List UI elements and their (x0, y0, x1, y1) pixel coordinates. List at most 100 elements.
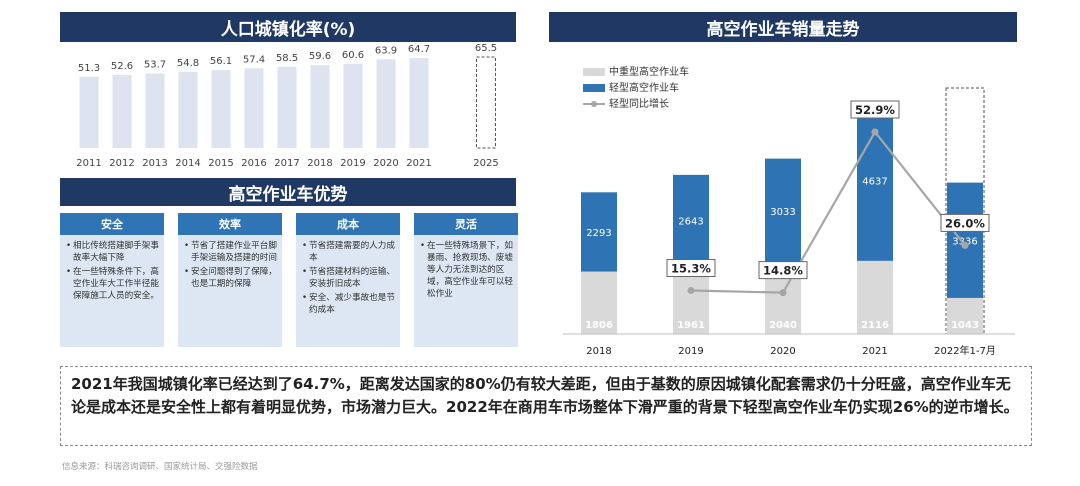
advantage-efficiency-list: 节省了搭建作业平台脚手架运输及搭建的时间 安全问题得到了保障，也是工期的保障 (178, 235, 282, 290)
summary-text: 2021年我国城镇化率已经达到了64.7%，距离发达国家的80%仍有较大差距，但… (71, 375, 1019, 416)
list-item: 节省搭建材料的运输、安装折旧成本 (302, 266, 396, 290)
bar-projected-2025 (476, 56, 496, 149)
tick-label-2019: 2019 (340, 158, 365, 169)
bar-2017 (277, 66, 297, 148)
data-label-heavy-2020: 2040 (769, 320, 797, 331)
growth-line (690, 130, 966, 294)
data-label-heavy-2019: 1961 (677, 320, 705, 331)
bar-2014 (178, 71, 198, 148)
growth-point-2020 (779, 289, 787, 297)
data-label-light-2020: 3033 (770, 207, 795, 218)
tick-label-2025: 2025 (473, 158, 498, 169)
advantage-safety-title: 安全 (60, 213, 164, 235)
tick-label-2015: 2015 (208, 158, 233, 169)
list-item: 相比传统搭建脚手架事故率大幅下降 (66, 240, 160, 264)
growth-label-box-2019 (666, 259, 716, 278)
bar-heavy-2019 (673, 266, 709, 334)
bar-heavy-2018 (581, 271, 617, 334)
summary-box: 2021年我国城镇化率已经达到了64.7%，距离发达国家的80%仍有较大差距，但… (60, 366, 1032, 446)
growth-label-box-2021 (850, 100, 900, 119)
tick-label-2019: 2019 (678, 346, 703, 357)
advantage-efficiency: 效率 节省了搭建作业平台脚手架运输及搭建的时间 安全问题得到了保障，也是工期的保… (178, 213, 282, 347)
data-label-2012: 52.6 (111, 61, 133, 72)
growth-label-2021: 52.9% (855, 103, 895, 117)
bar-2015 (211, 70, 231, 148)
tick-label-2020: 2020 (373, 158, 398, 169)
urbanization-chart: 51.3 2011 52.6 2012 53.7 2013 54.8 2014 56.1 2015… (76, 44, 498, 169)
data-label-2014: 54.8 (177, 58, 199, 69)
data-label-light-2018: 2293 (586, 228, 611, 239)
advantages-title: 高空作业车优势 (228, 184, 348, 205)
bar-2016 (244, 68, 264, 148)
data-label-light-2022年1-7月: 3336 (952, 236, 977, 247)
tick-label-2017: 2017 (274, 158, 299, 169)
source-note: 信息来源：科瑞咨询调研、国家统计局、交强险数据 (62, 462, 258, 472)
list-item: 在一些特殊条件下，高空作业车大工作半径能保障施工人员的安全。 (66, 266, 160, 302)
sales-title: 高空作业车销量走势 (706, 19, 860, 40)
advantage-cost-list: 节省搭建需要的人力成本 节省搭建材料的运输、安装折旧成本 安全、减少事故也是节约… (296, 235, 400, 316)
data-label-light-2021: 4637 (862, 177, 887, 188)
list-item: 安全、减少事故也是节约成本 (302, 292, 396, 316)
advantage-flexibility-list: 在一些特殊场景下，如暴雨、抢救现场、废墟等人力无法到达的区域，高空作业车可以轻松… (414, 235, 518, 300)
bar-heavy-2021 (857, 260, 893, 334)
growth-label-2019: 15.3% (671, 262, 711, 276)
list-item: 在一些特殊场景下，如暴雨、抢救现场、废墟等人力无法到达的区域，高空作业车可以轻松… (420, 240, 514, 300)
advantage-flexibility: 灵活 在一些特殊场景下，如暴雨、抢救现场、废墟等人力无法到达的区域，高空作业车可… (414, 213, 518, 347)
legend-swatch-marker (591, 101, 597, 107)
advantage-cost-title: 成本 (296, 213, 400, 235)
data-label-2020: 63.9 (375, 45, 397, 56)
tick-label-2016: 2016 (241, 158, 266, 169)
bar-2021 (409, 58, 429, 149)
data-label-2025: 65.5 (475, 44, 497, 54)
growth-point-2019 (687, 287, 695, 295)
urbanization-header: 人口城镇化率(%) (60, 12, 516, 42)
growth-point-2022年1-7月 (961, 241, 969, 249)
data-label-2017: 58.5 (276, 53, 298, 64)
data-label-2018: 59.6 (309, 51, 331, 62)
tick-label-2014: 2014 (175, 158, 200, 169)
list-item: 安全问题得到了保障，也是工期的保障 (184, 266, 278, 290)
data-label-heavy-2021: 2116 (861, 320, 889, 331)
data-label-heavy-2022年1-7月: 1043 (951, 320, 979, 331)
growth-point-2021 (871, 128, 879, 136)
data-label-2011: 51.3 (78, 63, 100, 74)
advantage-flexibility-title: 灵活 (414, 213, 518, 235)
bar-2019 (343, 63, 363, 148)
bar-light-2020 (765, 158, 801, 264)
list-item: 节省了搭建作业平台脚手架运输及搭建的时间 (184, 240, 278, 264)
bar-light-2018 (581, 192, 617, 272)
legend-swatch-0 (583, 68, 605, 76)
tick-label-2011: 2011 (76, 158, 101, 169)
bar-light-2022年1-7月 (947, 182, 983, 298)
growth-label-2022年1-7月: 26.0% (945, 216, 985, 230)
bar-2011 (79, 76, 99, 148)
data-label-2016: 57.4 (243, 54, 265, 65)
bar-2018 (310, 65, 330, 148)
tick-label-2022年1-7月: 2022年1-7月 (934, 344, 996, 357)
bar-2012 (112, 74, 132, 148)
sales-header: 高空作业车销量走势 (549, 12, 1017, 42)
data-label-2019: 60.6 (342, 50, 364, 61)
tick-label-2020: 2020 (770, 346, 795, 357)
data-label-2015: 56.1 (210, 56, 232, 67)
bar-light-2019 (673, 174, 709, 267)
tick-label-2018: 2018 (586, 346, 611, 357)
growth-label-box-2020 (758, 261, 808, 280)
tick-label-2013: 2013 (142, 158, 167, 169)
data-label-heavy-2018: 1806 (585, 320, 613, 331)
legend-label-0: 中重型高空作业车 (609, 65, 689, 78)
tick-label-2021: 2021 (406, 158, 431, 169)
bar-light-2021 (857, 100, 893, 261)
legend-label-1: 轻型高空作业车 (609, 81, 679, 94)
growth-label-box-2022年1-7月 (940, 213, 990, 232)
tick-label-2018: 2018 (307, 158, 332, 169)
advantage-cost: 成本 节省搭建需要的人力成本 节省搭建材料的运输、安装折旧成本 安全、减少事故也… (296, 213, 400, 347)
bar-2013 (145, 73, 165, 148)
advantage-safety: 安全 相比传统搭建脚手架事故率大幅下降 在一些特殊条件下，高空作业车大工作半径能… (60, 213, 164, 347)
urbanization-title: 人口城镇化率(%) (220, 19, 356, 40)
legend-label-2: 轻型同比增长 (609, 97, 669, 110)
tick-label-2021: 2021 (862, 346, 887, 357)
data-label-2021: 64.7 (408, 44, 430, 55)
growth-label-2020: 14.8% (763, 264, 803, 278)
